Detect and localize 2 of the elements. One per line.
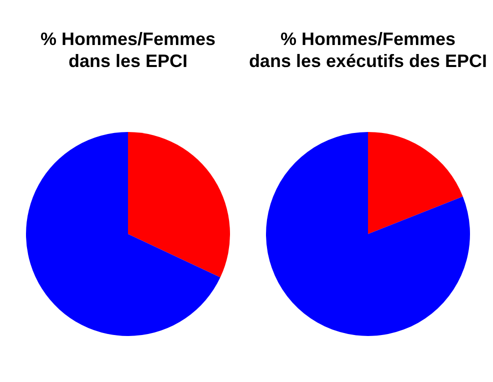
chart-title: % Hommes/Femmes dans les EPCI xyxy=(39,28,217,72)
chart-title: % Hommes/Femmes dans les exécutifs des EPCI xyxy=(248,28,488,72)
